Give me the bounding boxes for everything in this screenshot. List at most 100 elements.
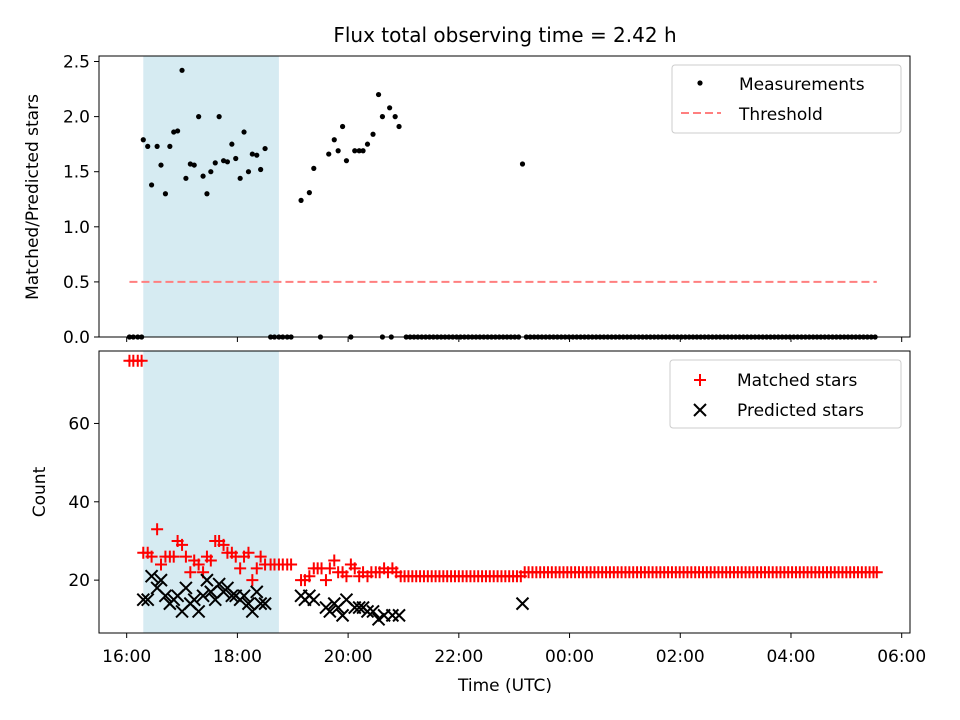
x-tick-label: 00:00 — [545, 647, 594, 667]
matched-star-point — [167, 550, 180, 563]
predicted-star-point — [200, 573, 214, 587]
measurement-point — [224, 159, 231, 165]
matched-star-point — [285, 558, 298, 571]
measurement-point — [241, 129, 247, 135]
predicted-star-point — [323, 604, 337, 619]
measurement-point — [364, 141, 371, 147]
matched-star-point — [254, 550, 267, 563]
legend-measurements-marker — [697, 80, 703, 86]
predicted-star-point — [136, 593, 150, 607]
predicted-star-point — [258, 596, 272, 611]
predicted-star-point — [237, 589, 251, 603]
predicted-star-point — [392, 608, 406, 623]
measurement-point — [175, 128, 181, 134]
matched-star-point — [328, 554, 341, 567]
predicted-star-point — [250, 585, 264, 599]
predicted-star-point — [371, 612, 386, 626]
top-y-axis-label: Matched/Predicted stars — [23, 94, 43, 300]
measurement-point — [167, 143, 173, 149]
x-tick-label: 22:00 — [434, 647, 483, 667]
matched-star-point — [155, 558, 168, 571]
top-axes: 0.0 0.5 1.0 1.5 2.0 2.5 Matched/Predicted sta… — [23, 53, 911, 348]
x-tick-label: 04:00 — [766, 647, 815, 667]
measurement-point — [379, 114, 386, 120]
measurement-point — [262, 145, 268, 152]
legend-measurements-label: Measurements — [739, 75, 865, 95]
predicted-star-point — [307, 593, 321, 607]
bottom-y-tick-label: 40 — [68, 493, 90, 513]
measurement-point — [249, 151, 255, 157]
measurement-point — [254, 152, 260, 158]
measurement-point — [258, 166, 264, 173]
measurement-point — [326, 151, 332, 157]
measurement-point — [183, 175, 189, 181]
measurement-point — [212, 160, 218, 166]
measurement-point — [196, 114, 202, 120]
predicted-star-points — [136, 569, 530, 626]
measurement-point — [335, 148, 341, 154]
matched-star-point — [323, 562, 336, 575]
bottom-y-ticks: 20 40 60 — [68, 414, 99, 591]
measurement-point — [162, 191, 169, 197]
measurement-point — [237, 175, 243, 181]
legend-matched-marker — [694, 374, 706, 386]
bottom-legend-frame — [669, 359, 902, 429]
measurement-point — [208, 169, 214, 175]
matched-star-point — [870, 566, 883, 579]
predicted-star-point — [253, 596, 268, 611]
matched-star-point — [192, 558, 205, 571]
matched-star-point — [250, 562, 263, 575]
measurement-point — [140, 137, 146, 143]
x-tick-label: 20:00 — [324, 647, 373, 667]
legend-predicted-marker — [693, 403, 707, 417]
x-tick-label: 02:00 — [656, 647, 705, 667]
measurement-point — [356, 148, 362, 154]
top-y-ticks: 0.0 0.5 1.0 1.5 2.0 2.5 — [63, 53, 99, 348]
predicted-star-point — [141, 593, 155, 607]
bottom-x-ticks: 16:00 18:00 20:00 22:00 00:00 02:00 04:00 06:00 — [102, 633, 926, 667]
matched-star-point — [204, 554, 217, 567]
top-legend: Measurements Threshold — [671, 64, 902, 134]
matched-star-point — [303, 570, 316, 583]
measurement-point — [331, 137, 337, 143]
measurement-point — [387, 105, 393, 111]
predicted-star-point — [335, 608, 350, 623]
measurement-point — [179, 67, 185, 73]
matched-star-point — [319, 574, 332, 587]
top-highlight-span — [143, 56, 279, 337]
measurement-point — [339, 123, 346, 130]
x-tick-label: 06:00 — [877, 647, 926, 667]
measurement-point — [229, 141, 235, 147]
x-tick-label: 18:00 — [213, 647, 262, 667]
predicted-star-point — [360, 604, 375, 619]
legend-threshold-label: Threshold — [738, 105, 823, 125]
predicted-star-point — [154, 573, 168, 587]
matched-star-point — [217, 538, 230, 551]
top-y-tick-label: 1.0 — [63, 218, 90, 238]
measurement-points — [126, 67, 878, 340]
matched-star-point — [246, 574, 259, 587]
measurement-point — [148, 182, 155, 188]
predicted-star-point — [144, 569, 159, 583]
predicted-star-point — [158, 589, 173, 603]
top-legend-frame — [671, 64, 902, 134]
measurement-point — [216, 114, 222, 120]
predicted-star-point — [212, 577, 226, 591]
measurement-point — [352, 148, 358, 154]
matched-star-point — [145, 550, 158, 563]
legend-matched-label: Matched stars — [737, 371, 857, 391]
matched-star-point — [348, 562, 361, 575]
measurement-point — [375, 91, 382, 98]
measurement-point — [392, 114, 398, 120]
bottom-axes: 20 40 60 16:00 18:00 20:00 22:00 00:00 02:00 04:… — [30, 350, 926, 696]
measurement-point — [311, 165, 317, 171]
legend-predicted-label: Predicted stars — [737, 401, 864, 421]
bottom-legend: Matched stars Predicted stars — [669, 359, 902, 429]
measurement-point — [154, 143, 160, 149]
predicted-star-point — [191, 604, 206, 619]
predicted-star-point — [366, 604, 380, 619]
matched-star-point — [242, 546, 255, 559]
measurement-point — [204, 191, 210, 197]
measurement-point — [245, 169, 252, 175]
